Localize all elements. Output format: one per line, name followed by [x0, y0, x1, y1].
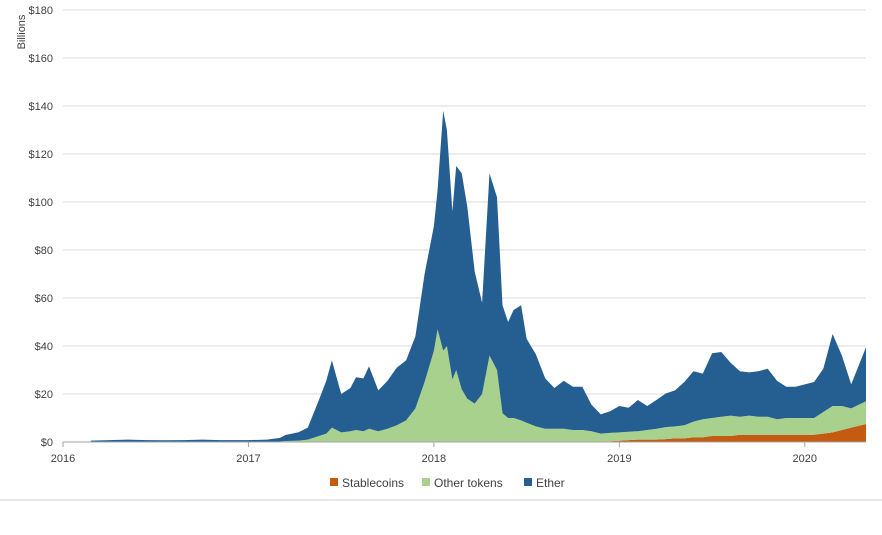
y-tick-label: $140 [29, 101, 53, 113]
y-tick-label: $160 [29, 53, 53, 65]
area-ether [90, 110, 867, 443]
x-tick-label: 2019 [607, 453, 631, 465]
legend-swatch-stablecoins [330, 478, 338, 486]
legend-label-other-tokens: Other tokens [434, 476, 503, 490]
area-other-tokens [90, 329, 867, 442]
y-tick-label: $120 [29, 149, 53, 161]
area-stablecoins [90, 424, 867, 442]
axes [62, 441, 866, 447]
y-tick-label: $80 [35, 245, 53, 257]
legend-label-ether: Ether [536, 476, 565, 490]
y-tick-label: $60 [35, 293, 53, 305]
x-tick-labels: 2016 2017 2018 2019 2020 [51, 453, 817, 465]
x-tick-label: 2018 [422, 453, 446, 465]
legend-label-stablecoins: Stablecoins [342, 476, 404, 490]
y-tick-label: $40 [35, 341, 53, 353]
x-tick-label: 2016 [51, 453, 75, 465]
x-tick-label: 2017 [236, 453, 260, 465]
legend-swatch-ether [524, 478, 532, 486]
y-axis-title: Billions [16, 14, 28, 49]
legend-swatch-other-tokens [422, 478, 430, 486]
y-tick-label: $180 [29, 5, 53, 17]
y-tick-label: $0 [41, 437, 53, 449]
x-tick-label: 2020 [793, 453, 817, 465]
y-tick-labels: $0 $20 $40 $60 $80 $100 $120 $140 $160 $180 [29, 5, 53, 449]
y-tick-label: $20 [35, 389, 53, 401]
y-tick-label: $100 [29, 197, 53, 209]
legend: Stablecoins Other tokens Ether [330, 476, 565, 490]
area-series-group [90, 110, 867, 443]
